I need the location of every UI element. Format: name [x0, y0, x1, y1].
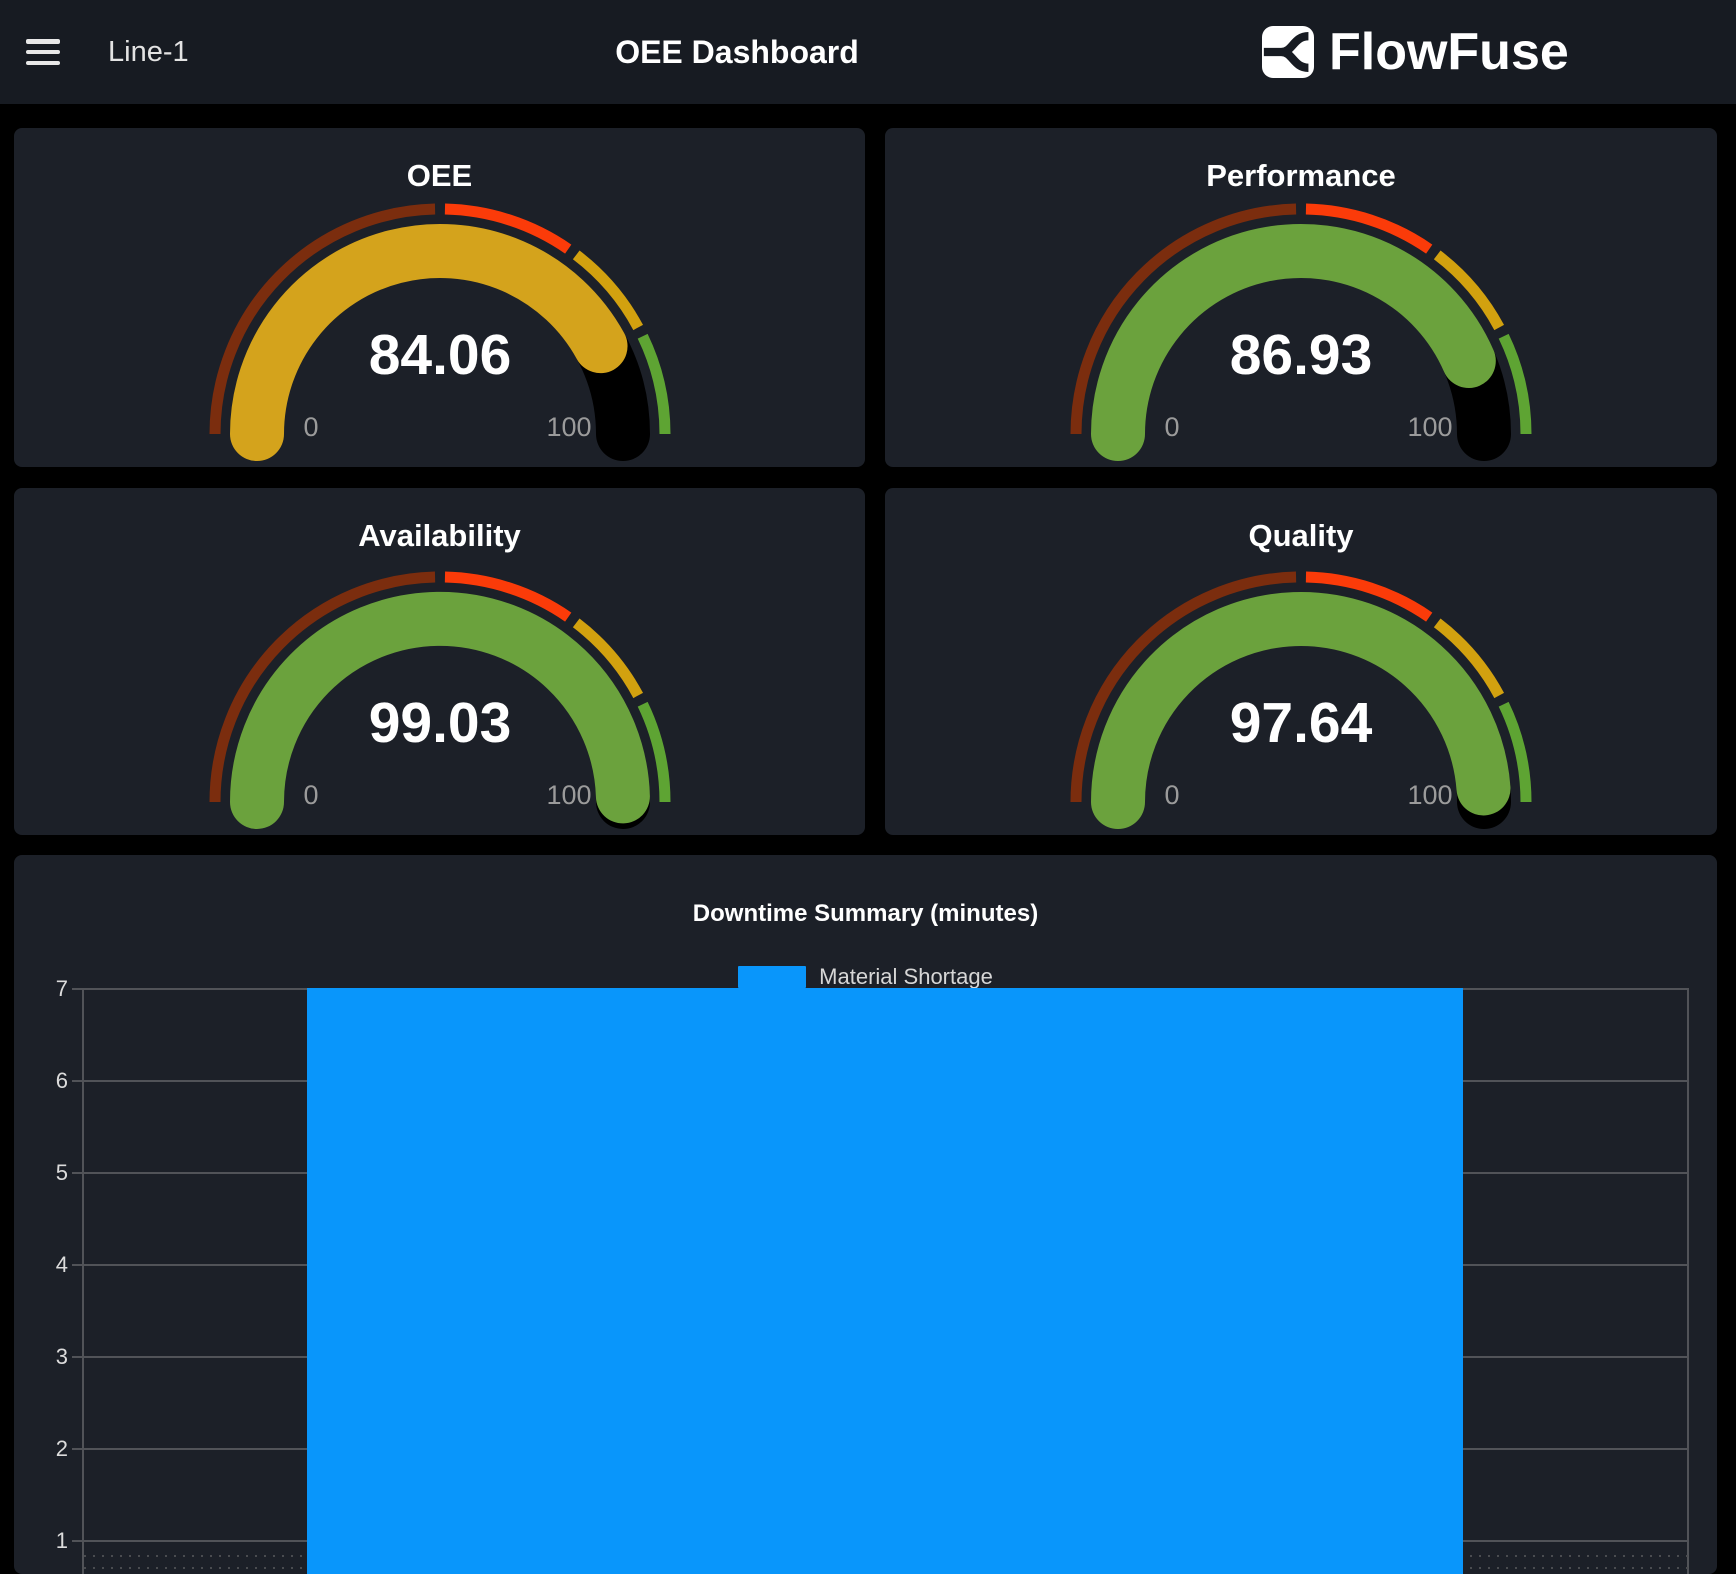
gauge-min-label: 0 — [303, 412, 318, 442]
y-tick-label: 4 — [55, 1252, 68, 1277]
brand-name: FlowFuse — [1329, 23, 1569, 81]
quality-gauge: 97.64 0 100 — [1070, 571, 1532, 829]
bar-chart-plot-area: 1 2 3 4 5 6 7 — [14, 855, 1717, 1574]
gauge-card-availability: Availability 99.03 0 100 — [14, 488, 865, 835]
y-tick-label: 6 — [55, 1068, 68, 1093]
device-name: Line-1 — [108, 35, 189, 68]
plot-right-border — [1687, 988, 1689, 1574]
gauge-min-label: 0 — [303, 780, 318, 810]
hamburger-menu-icon[interactable] — [26, 39, 60, 65]
gauge-max-label: 100 — [546, 412, 591, 442]
y-tick-label: 1 — [55, 1528, 68, 1553]
gauge-title: Performance — [1206, 158, 1396, 193]
gauge-value: 84.06 — [368, 323, 511, 387]
legend-swatch — [738, 966, 807, 988]
gauge-title: OEE — [406, 158, 473, 193]
gauge-max-label: 100 — [546, 780, 591, 810]
page-title: OEE Dashboard — [615, 33, 859, 70]
gauge-min-label: 0 — [1164, 412, 1179, 442]
gauge-card-quality: Quality 97.64 0 100 — [885, 488, 1717, 835]
y-tick-label: 2 — [55, 1436, 68, 1461]
performance-gauge: 86.93 0 100 — [1070, 203, 1532, 461]
legend-label: Material Shortage — [819, 964, 993, 989]
gauge-card-oee: OEE 84.06 0 100 — [14, 128, 865, 467]
chart-legend: Material Shortage — [14, 964, 1717, 990]
y-tick-label: 3 — [55, 1344, 68, 1369]
y-tick-label: 7 — [55, 976, 68, 1001]
gauge-max-label: 100 — [1407, 780, 1452, 810]
header-bar: Line-1 OEE Dashboard FlowFuse — [0, 0, 1736, 104]
downtime-chart-card: Downtime Summary (minutes) Material Shor… — [14, 855, 1717, 1574]
y-axis-line — [82, 988, 84, 1574]
gauge-title: Quality — [1248, 518, 1354, 553]
y-tick-label: 5 — [55, 1160, 68, 1185]
gauge-max-label: 100 — [1407, 412, 1452, 442]
gauge-card-performance: Performance 86.93 0 100 — [885, 128, 1717, 467]
legend-item-material-shortage[interactable]: Material Shortage — [738, 964, 993, 990]
gauge-value: 97.64 — [1230, 691, 1373, 755]
gauge-value: 99.03 — [368, 691, 511, 755]
gauge-value: 86.93 — [1230, 323, 1373, 387]
gauge-title: Availability — [358, 518, 521, 553]
material-shortage-bar[interactable] — [307, 988, 1463, 1574]
flowfuse-icon — [1262, 26, 1314, 78]
brand-logo: FlowFuse — [1262, 22, 1569, 82]
gauge-min-label: 0 — [1164, 780, 1179, 810]
availability-gauge: 99.03 0 100 — [209, 571, 670, 829]
chart-title: Downtime Summary (minutes) — [692, 900, 1039, 927]
oee-gauge: 84.06 0 100 — [209, 203, 670, 461]
